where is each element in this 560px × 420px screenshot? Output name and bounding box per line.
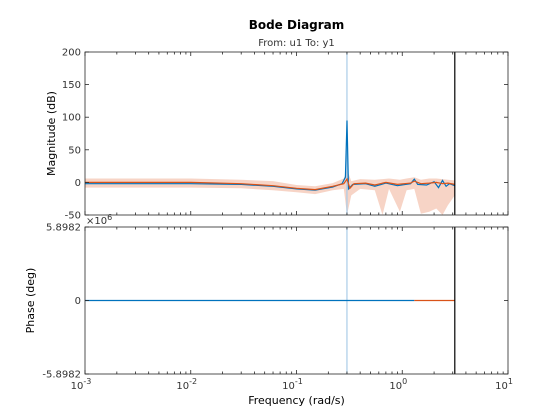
panel-bands-magnitude	[85, 52, 455, 215]
x-tick-label: 10-2	[176, 377, 197, 392]
series-line-2	[85, 177, 455, 191]
y-exponent-power: 6	[107, 213, 112, 222]
x-tick-label: 101	[495, 377, 513, 392]
y-tick-label: 100	[62, 113, 81, 124]
x-tick-exponent: 1	[508, 377, 513, 386]
y-exponent-label: ×106	[86, 213, 112, 227]
chart-title: Bode Diagram	[249, 18, 345, 32]
magnitude-axis-label: Magnitude (dB)	[45, 91, 58, 176]
y-tick-label: 0	[75, 178, 81, 189]
confidence-band-area	[85, 169, 455, 215]
x-tick-exponent: -3	[83, 377, 91, 386]
chart-subtitle: From: u1 To: y1	[258, 38, 335, 49]
x-tick-label: 100	[389, 377, 407, 392]
phase-axis-label: Phase (deg)	[24, 268, 37, 334]
x-axis-label: Frequency (rad/s)	[248, 394, 345, 407]
x-tick-exponent: -2	[189, 377, 197, 386]
confidence-bands	[85, 52, 455, 374]
x-tick-exponent: 0	[402, 377, 407, 386]
panel-lines-magnitude	[85, 120, 456, 191]
tick-labels: -50 0 50 100 150 200 -5.8982 0 5.8982 ×106 1 0 -3 10-…	[42, 48, 513, 393]
y-tick-label: 150	[62, 80, 81, 91]
y-tick-label: -50	[65, 211, 81, 222]
y-tick-label: 0	[75, 296, 81, 307]
axes	[84, 51, 509, 375]
y-tick-label: 5.8982	[46, 223, 81, 234]
response-lines	[85, 120, 456, 302]
x-tick-exponent: -1	[295, 377, 303, 386]
y-tick-label: 50	[68, 145, 81, 156]
y-tick-label: 200	[62, 48, 81, 59]
x-tick-label: 10-1	[282, 377, 303, 392]
y-tick-label: -5.8982	[42, 370, 81, 381]
